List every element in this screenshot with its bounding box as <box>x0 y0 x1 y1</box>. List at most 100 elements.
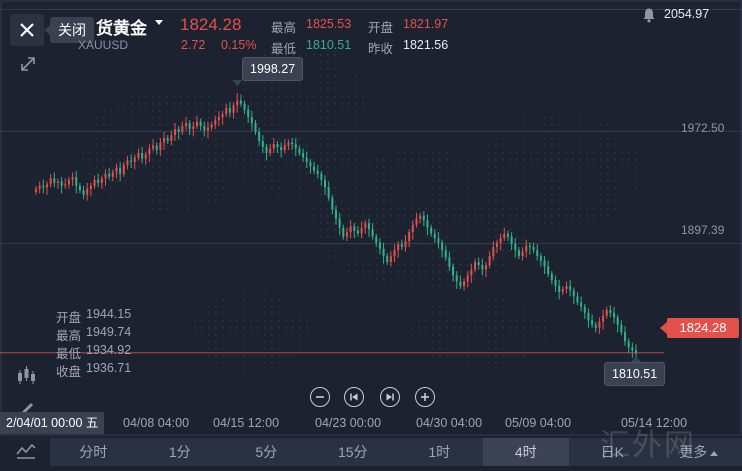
map-dot <box>432 250 434 252</box>
map-dot <box>355 110 357 112</box>
map-dot <box>558 201 560 203</box>
tab-period-active[interactable]: 4时 <box>482 438 569 466</box>
zoom-in-button[interactable] <box>415 387 435 407</box>
map-dot <box>327 208 329 210</box>
indicator-button[interactable] <box>12 361 40 389</box>
map-dot <box>390 180 392 182</box>
map-dot <box>292 313 294 315</box>
map-dot <box>460 341 462 343</box>
map-dot <box>481 229 483 231</box>
map-dot <box>495 236 497 238</box>
map-dot <box>278 173 280 175</box>
map-dot <box>320 166 322 168</box>
map-dot <box>187 173 189 175</box>
candle-body <box>320 173 323 180</box>
map-dot <box>313 159 315 161</box>
min-price-callout: 1810.51 <box>604 362 666 386</box>
map-dot <box>460 313 462 315</box>
tab-period[interactable]: 5分 <box>255 444 278 460</box>
map-dot <box>159 194 161 196</box>
candle-body <box>426 220 429 228</box>
map-dot <box>306 180 308 182</box>
map-dot <box>327 103 329 105</box>
map-dot <box>495 180 497 182</box>
map-dot <box>124 110 126 112</box>
close-button[interactable] <box>10 14 44 46</box>
map-dot <box>600 180 602 182</box>
map-dot <box>257 173 259 175</box>
jump-start-button[interactable] <box>344 387 364 407</box>
tab-more[interactable]: 更多 <box>656 438 742 466</box>
map-dot <box>467 194 469 196</box>
map-dot <box>173 131 175 133</box>
instrument-name[interactable]: 货黄金 <box>96 19 147 38</box>
map-dot <box>397 215 399 217</box>
map-dot <box>369 215 371 217</box>
map-dot <box>334 124 336 126</box>
map-dot <box>250 306 252 308</box>
map-dot <box>285 355 287 357</box>
map-dot <box>180 138 182 140</box>
map-dot <box>530 313 532 315</box>
map-dot <box>558 180 560 182</box>
map-dot <box>523 306 525 308</box>
map-dot <box>131 117 133 119</box>
zoom-out-button[interactable] <box>310 387 330 407</box>
fullscreen-button[interactable] <box>14 52 42 76</box>
tab-period[interactable]: 1分 <box>168 444 191 460</box>
chart-type-button[interactable] <box>12 436 40 464</box>
map-dot <box>159 201 161 203</box>
map-dot <box>264 362 266 364</box>
map-dot <box>194 187 196 189</box>
map-dot <box>201 159 203 161</box>
tab-period[interactable]: 分时 <box>79 444 108 460</box>
map-dot <box>222 103 224 105</box>
map-dot <box>516 152 518 154</box>
map-dot <box>607 159 609 161</box>
tab-period[interactable]: 1时 <box>428 444 451 460</box>
map-dot <box>334 159 336 161</box>
map-dot <box>411 215 413 217</box>
map-dot <box>607 131 609 133</box>
map-dot <box>460 320 462 322</box>
map-dot <box>243 299 245 301</box>
map-dot <box>103 187 105 189</box>
map-dot <box>117 103 119 105</box>
tab-period[interactable]: 日K <box>600 444 624 460</box>
map-dot <box>299 47 301 49</box>
map-dot <box>327 47 329 49</box>
map-dot <box>285 117 287 119</box>
map-dot <box>320 47 322 49</box>
map-dot <box>96 117 98 119</box>
map-dot <box>544 215 546 217</box>
map-dot <box>551 124 553 126</box>
map-dot <box>467 313 469 315</box>
map-dot <box>222 159 224 161</box>
map-dot <box>138 138 140 140</box>
alert-button[interactable] <box>638 4 660 26</box>
x-tick-label: 04/15 12:00 <box>213 416 280 430</box>
map-dot <box>250 348 252 350</box>
chevron-down-icon[interactable] <box>155 20 163 25</box>
map-dot <box>523 145 525 147</box>
map-dot <box>432 285 434 287</box>
map-dot <box>187 201 189 203</box>
tab-period[interactable]: 15分 <box>337 444 368 460</box>
map-dot <box>446 215 448 217</box>
map-dot <box>488 166 490 168</box>
candle-body <box>437 238 440 243</box>
map-dot <box>397 173 399 175</box>
map-dot <box>509 166 511 168</box>
map-dot <box>523 348 525 350</box>
jump-end-button[interactable] <box>380 387 400 407</box>
map-dot <box>523 173 525 175</box>
map-dot <box>306 47 308 49</box>
map-dot <box>502 187 504 189</box>
map-dot <box>187 152 189 154</box>
map-dot <box>292 194 294 196</box>
map-dot <box>194 320 196 322</box>
map-dot <box>313 236 315 238</box>
map-dot <box>425 152 427 154</box>
map-dot <box>544 327 546 329</box>
